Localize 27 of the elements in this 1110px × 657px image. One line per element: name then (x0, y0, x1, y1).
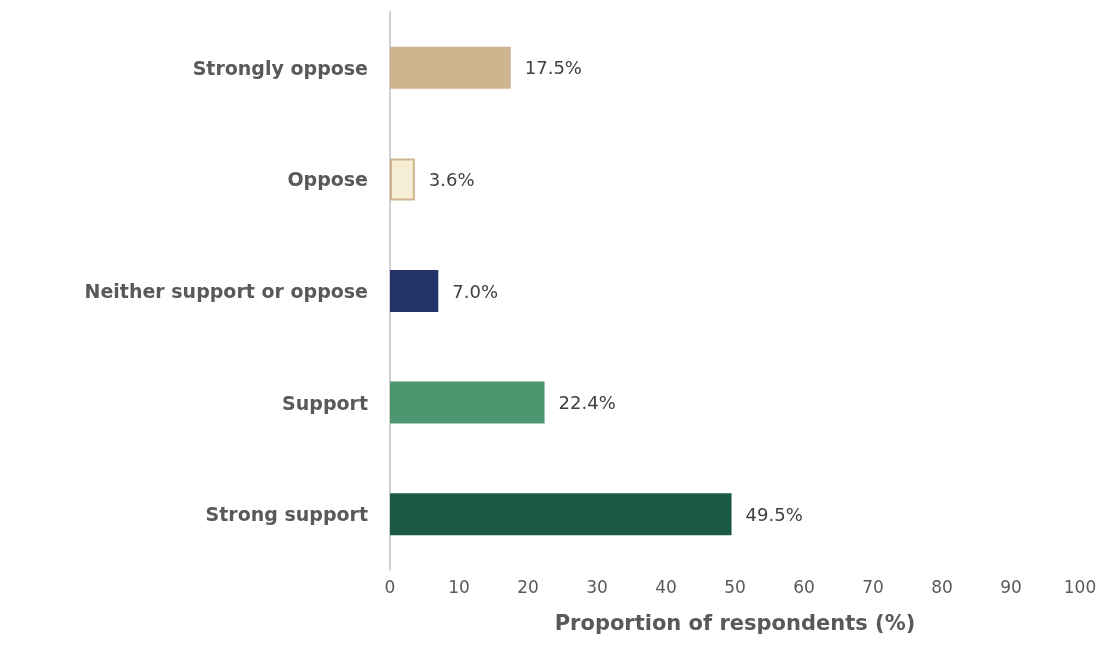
x-tick-label: 30 (586, 576, 608, 597)
x-tick-label: 20 (517, 576, 539, 597)
bar (390, 46, 511, 89)
y-tick-label: Oppose (287, 168, 368, 191)
x-tick-label: 100 (1063, 576, 1097, 597)
data-label: 22.4% (558, 392, 616, 414)
x-tick-label: 0 (384, 576, 396, 597)
y-tick-label: Strong support (205, 503, 368, 526)
data-label: 7.0% (452, 280, 499, 302)
x-tick-label: 70 (862, 576, 884, 597)
x-tick-label: 90 (1000, 576, 1022, 597)
x-tick-label: 40 (655, 576, 677, 597)
data-label: 17.5% (524, 57, 582, 79)
x-tick-label: 80 (931, 576, 953, 597)
bar (390, 270, 439, 312)
x-tick-label: 50 (724, 576, 746, 597)
y-tick-label: Support (282, 391, 368, 414)
y-tick-label: Strongly oppose (192, 56, 368, 79)
bar (390, 158, 415, 201)
x-tick-label: 10 (448, 576, 470, 597)
data-label: 49.5% (745, 503, 803, 525)
x-tick-label: 60 (793, 576, 815, 597)
y-tick-label: Neither support or oppose (84, 280, 368, 302)
bar (390, 493, 732, 536)
bar (390, 381, 545, 424)
x-axis-title: Proportion of respondents (%) (554, 610, 916, 635)
data-label: 3.6% (428, 168, 475, 190)
